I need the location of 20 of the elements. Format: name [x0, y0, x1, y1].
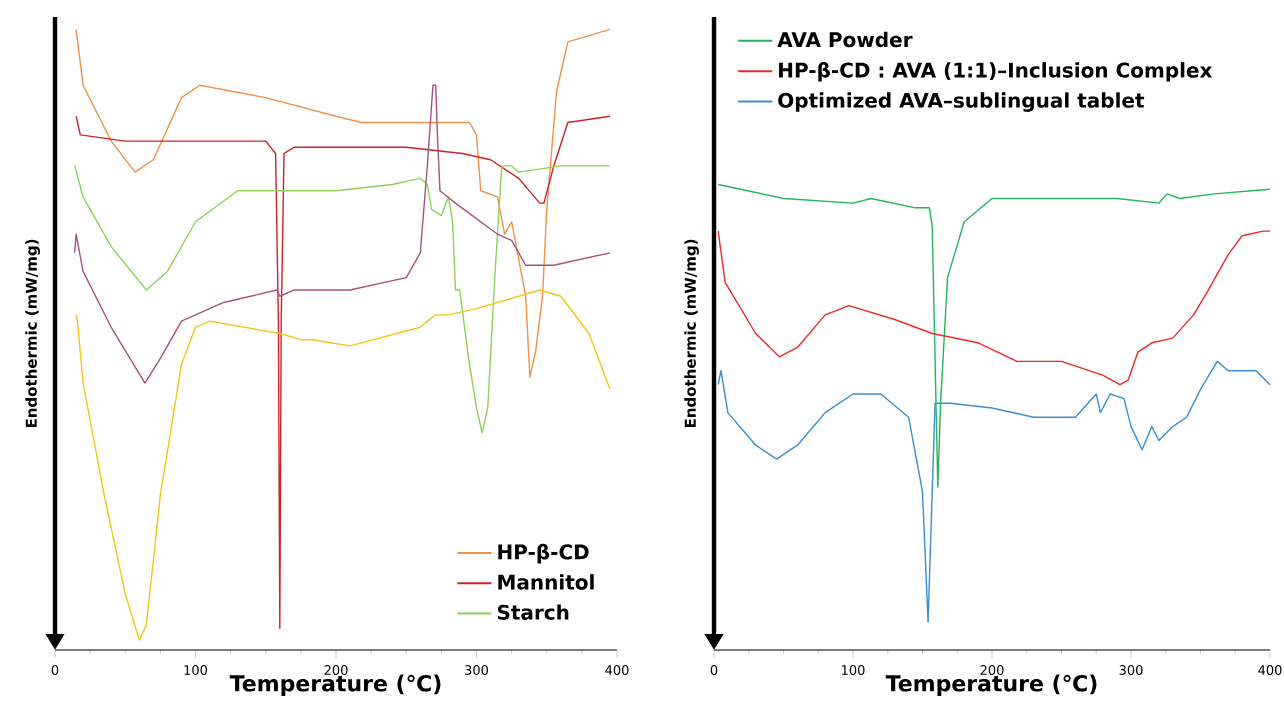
x-tick-label: 300: [465, 665, 489, 675]
x-axis-title: Temperature (℃): [885, 674, 1097, 696]
y-axis-title: Endothermic (mW/mg): [25, 239, 40, 428]
legend-label: Mannitol: [498, 574, 594, 590]
legend-label: HP-β-CD : AVA (1:1)–Inclusion Complex: [779, 61, 1213, 82]
x-tick-label: 400: [1258, 665, 1282, 675]
x-tick-label: 100: [842, 665, 865, 675]
x-tick-label: 400: [605, 665, 629, 675]
y-axis-title: Endothermic (mW/mg): [684, 239, 699, 428]
legend-label: Optimized AVA–sublingual tablet: [778, 92, 1145, 112]
x-tick-label: 200: [324, 665, 348, 675]
x-tick-label: 0: [710, 665, 718, 675]
x-axis-title: Temperature (℃): [229, 674, 441, 696]
legend-label: Starch: [497, 604, 569, 620]
legend-label: AVA Powder: [777, 31, 913, 48]
legend-label: HP-β-CD: [498, 543, 589, 564]
x-tick-label: 200: [980, 665, 1004, 675]
x-tick-label: 0: [51, 665, 59, 675]
x-tick-label: 100: [184, 665, 208, 675]
x-tick-label: 300: [1119, 665, 1143, 675]
